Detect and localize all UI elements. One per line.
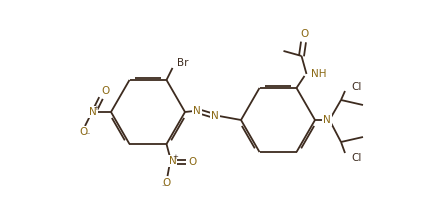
Text: NH: NH [310, 69, 326, 79]
Text: Br: Br [178, 58, 189, 68]
Text: N: N [323, 115, 331, 125]
Text: ⁻: ⁻ [162, 183, 166, 192]
Text: +: + [173, 154, 178, 160]
Text: Cl: Cl [351, 82, 362, 92]
Text: O: O [188, 157, 197, 167]
Text: +: + [93, 105, 99, 111]
Text: O: O [162, 178, 171, 188]
Text: O: O [79, 127, 87, 137]
Text: ⁻: ⁻ [86, 131, 90, 140]
Text: N: N [168, 156, 176, 166]
Text: Cl: Cl [351, 153, 362, 163]
Text: N: N [89, 107, 97, 117]
Text: N: N [193, 106, 201, 116]
Text: N: N [211, 111, 219, 121]
Text: O: O [301, 29, 309, 39]
Text: O: O [101, 86, 109, 96]
